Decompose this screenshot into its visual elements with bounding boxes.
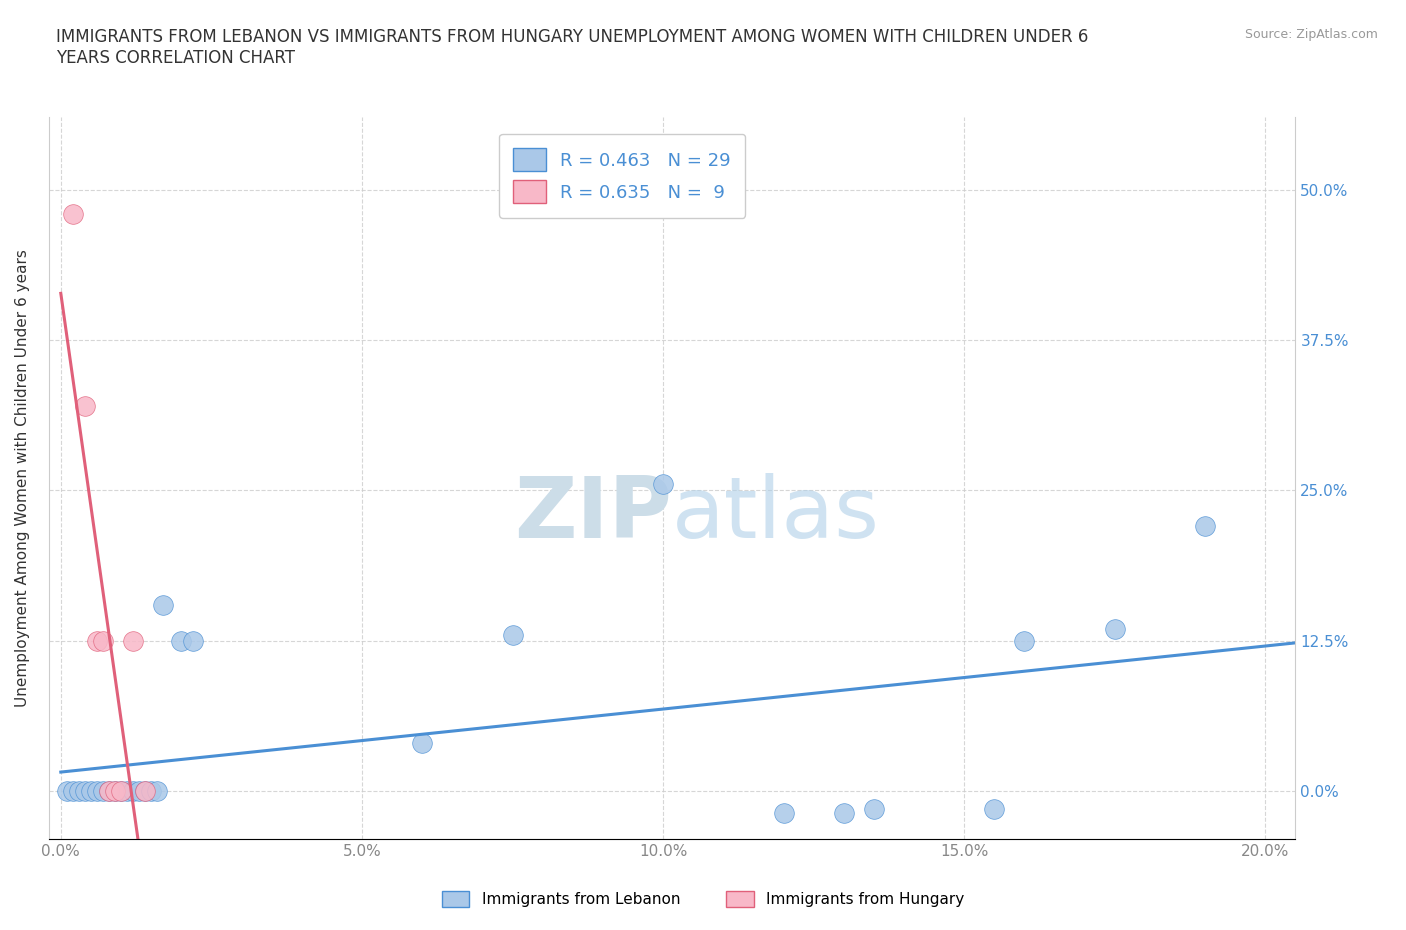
Point [1194, 519, 1216, 534]
Point [134, 784, 156, 799]
Point [122, 633, 145, 648]
Point [91, 784, 114, 799]
Point [98, 784, 121, 799]
Point [146, 784, 169, 799]
Text: atlas: atlas [672, 473, 880, 556]
Point [86, 784, 108, 799]
Legend: Immigrants from Lebanon, Immigrants from Hungary: Immigrants from Lebanon, Immigrants from… [436, 884, 970, 913]
Point [1104, 621, 1126, 636]
Point [170, 633, 193, 648]
Point [502, 628, 524, 643]
Point [139, 784, 162, 799]
Point [80, 784, 103, 799]
Point [1014, 633, 1036, 648]
Point [86, 633, 108, 648]
Point [73, 784, 96, 799]
Point [91, 633, 114, 648]
Point [110, 784, 132, 799]
Text: Source: ZipAtlas.com: Source: ZipAtlas.com [1244, 28, 1378, 41]
Point [98, 784, 121, 799]
Point [56, 784, 79, 799]
Legend: R = 0.463   N = 29, R = 0.635   N =  9: R = 0.463 N = 29, R = 0.635 N = 9 [499, 134, 745, 218]
Point [652, 477, 675, 492]
Point [411, 736, 433, 751]
Point [832, 805, 855, 820]
Point [104, 784, 127, 799]
Point [134, 784, 156, 799]
Point [122, 784, 145, 799]
Point [128, 784, 150, 799]
Point [62, 784, 84, 799]
Text: ZIP: ZIP [515, 473, 672, 556]
Point [67, 784, 90, 799]
Point [104, 784, 127, 799]
Point [863, 802, 886, 817]
Point [73, 399, 96, 414]
Text: IMMIGRANTS FROM LEBANON VS IMMIGRANTS FROM HUNGARY UNEMPLOYMENT AMONG WOMEN WITH: IMMIGRANTS FROM LEBANON VS IMMIGRANTS FR… [56, 28, 1088, 67]
Point [772, 805, 794, 820]
Point [62, 206, 84, 221]
Point [115, 784, 138, 799]
Point [983, 802, 1005, 817]
Point [152, 597, 174, 612]
Point [181, 633, 204, 648]
Point [110, 784, 132, 799]
Y-axis label: Unemployment Among Women with Children Under 6 years: Unemployment Among Women with Children U… [15, 249, 30, 707]
